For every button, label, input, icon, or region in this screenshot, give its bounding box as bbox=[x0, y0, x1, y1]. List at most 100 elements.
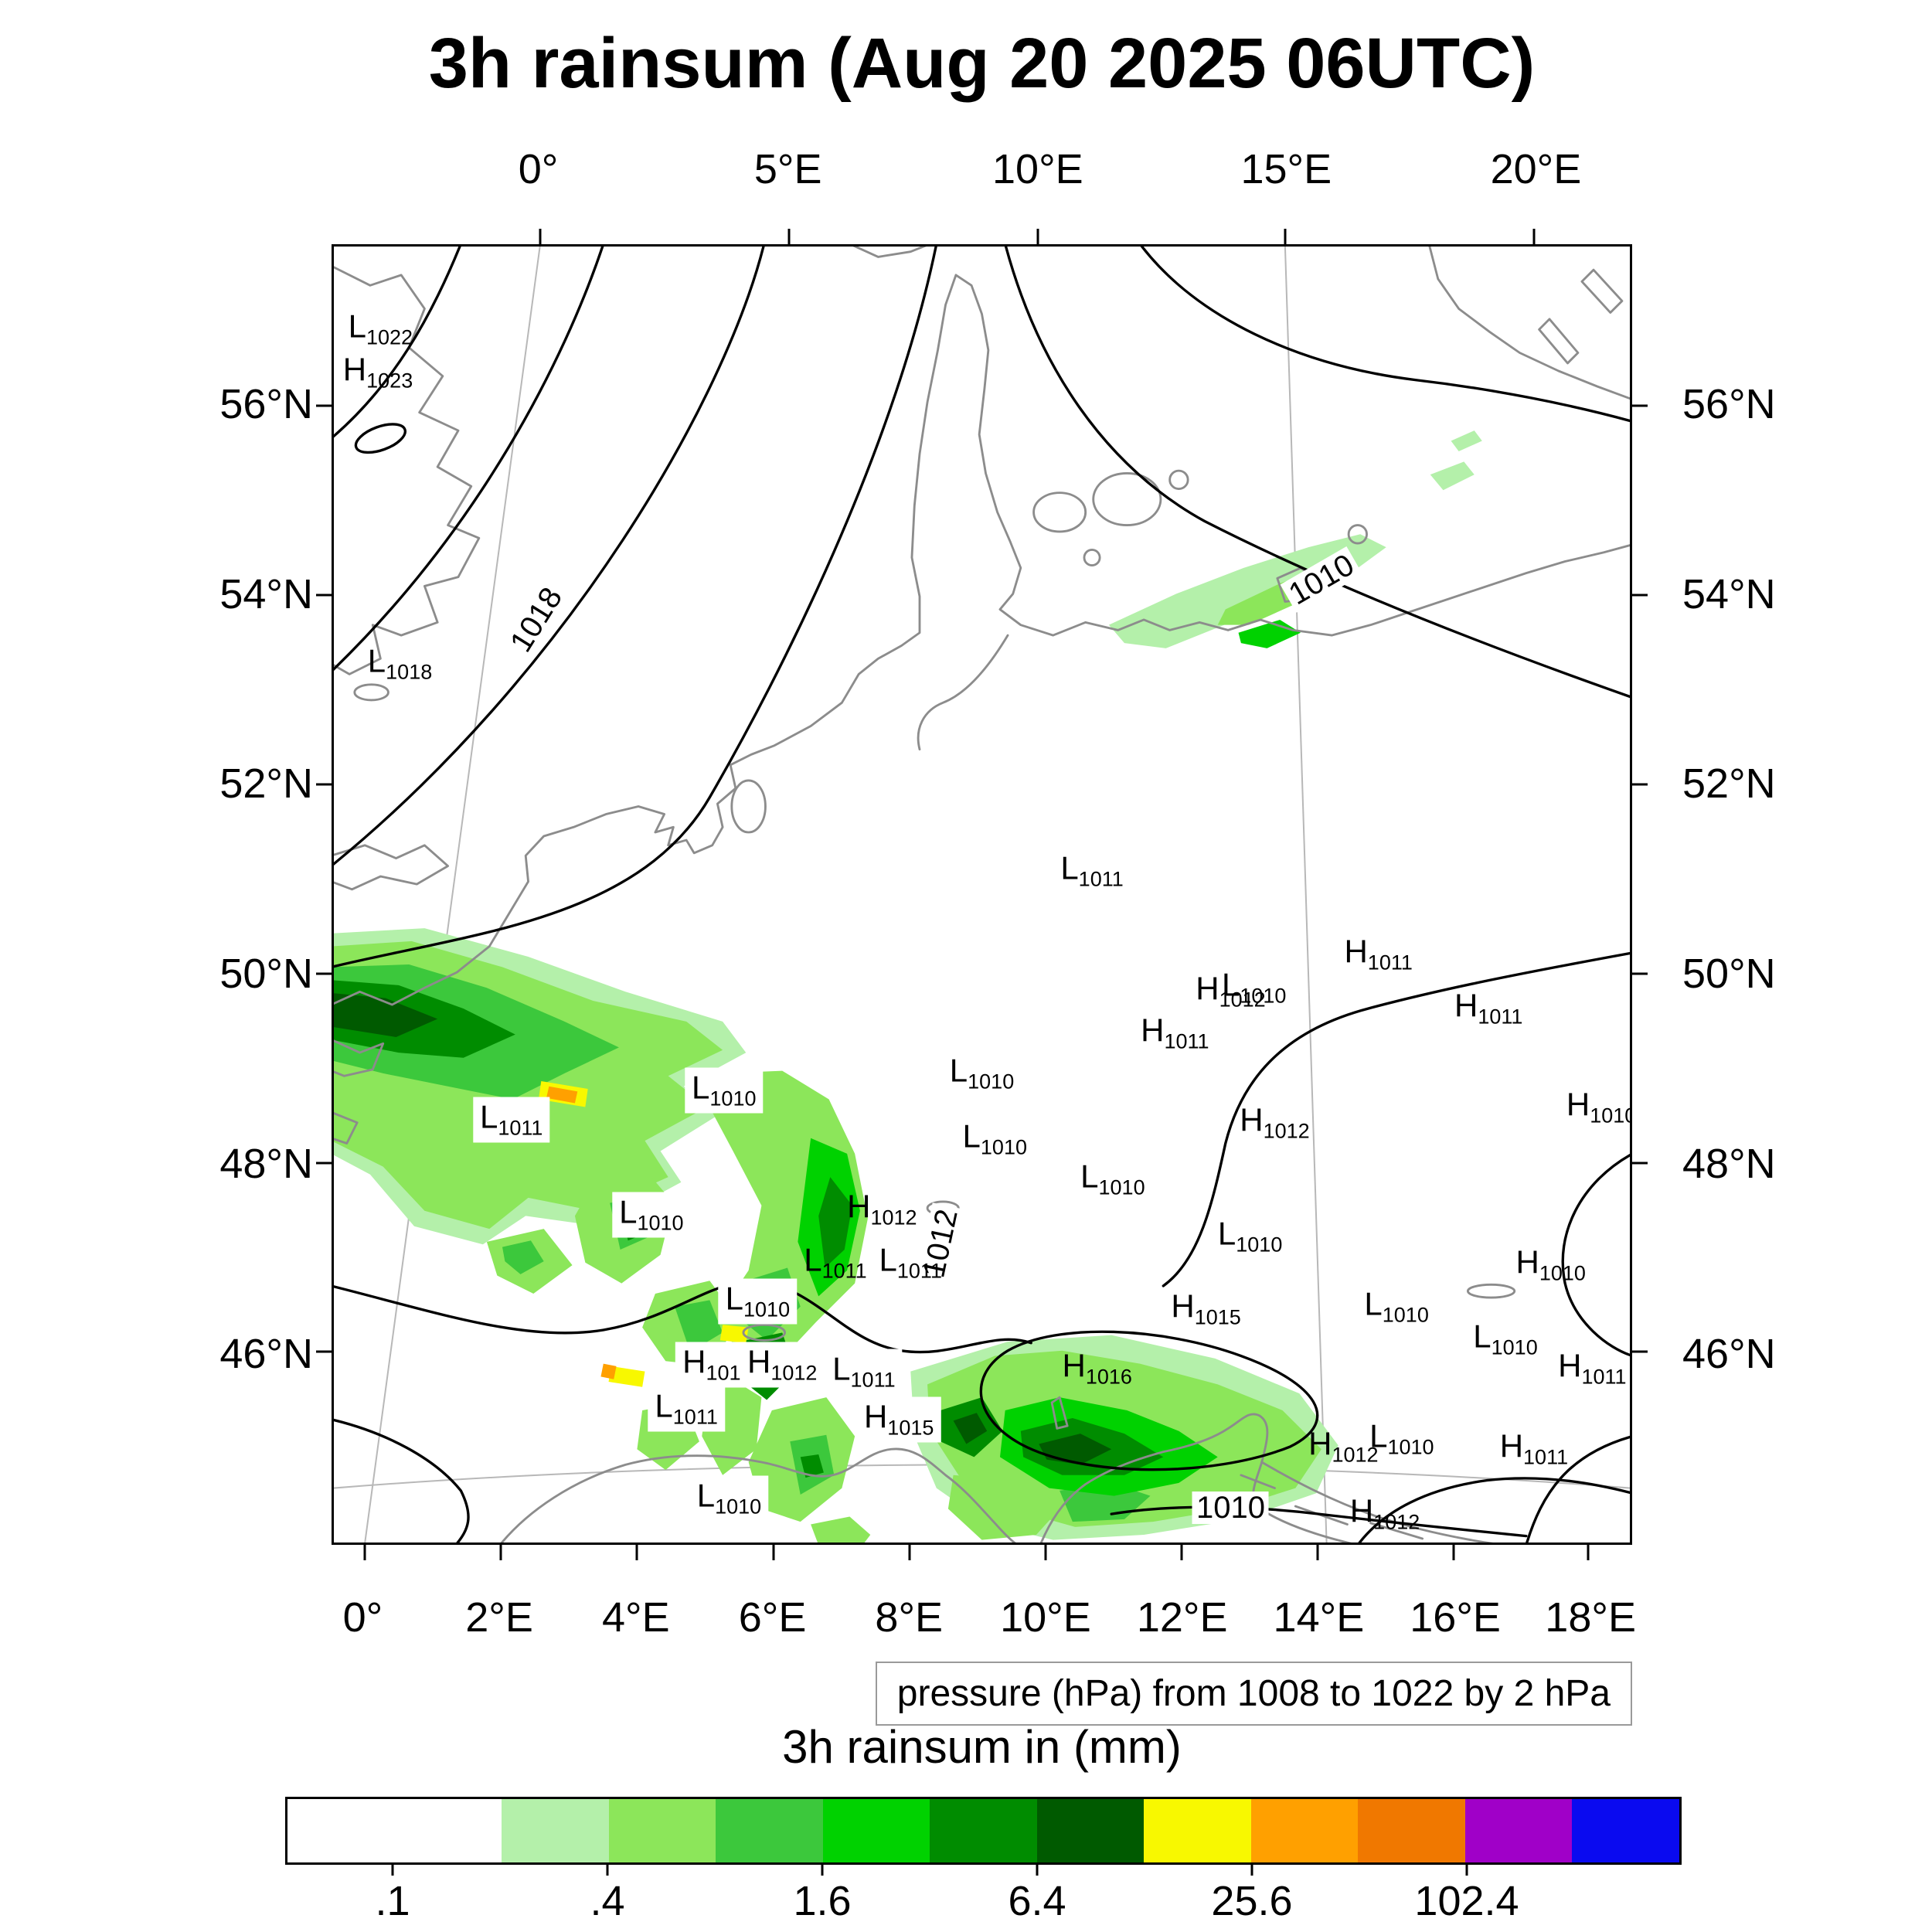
pressure-letter: H bbox=[1566, 1086, 1590, 1123]
axis-tick-bottom bbox=[1180, 1545, 1183, 1560]
pressure-contours bbox=[334, 247, 1630, 1543]
colorbar-tick bbox=[821, 1865, 824, 1876]
pressure-letter: H bbox=[1196, 970, 1219, 1007]
pressure-letter: H bbox=[1062, 1347, 1086, 1384]
pressure-letter: H bbox=[1240, 1101, 1264, 1138]
axis-tick-left bbox=[316, 1162, 332, 1165]
pressure-label: H1011 bbox=[1344, 935, 1412, 973]
pressure-letter: L bbox=[655, 1387, 673, 1424]
pressure-label: L1011 bbox=[648, 1386, 725, 1432]
axis-right-labels: 56°N 54°N 52°N 50°N 48°N 46°N bbox=[1682, 244, 1887, 1545]
colorbar-cell bbox=[394, 1799, 502, 1862]
axis-label-top: 10°E bbox=[992, 146, 1083, 192]
pressure-letter: L bbox=[949, 1052, 968, 1089]
pressure-value: 1022 bbox=[366, 325, 413, 349]
pressure-label: L1010 bbox=[612, 1192, 691, 1238]
pressure-letter: H bbox=[1558, 1347, 1582, 1384]
axis-tick-right bbox=[1632, 972, 1648, 975]
colorbar-tick bbox=[391, 1865, 394, 1876]
axis-label-left: 52°N bbox=[219, 760, 313, 808]
pressure-label: L1010 bbox=[685, 1067, 764, 1114]
pressure-label: L1022 bbox=[348, 308, 413, 349]
pressure-label: L1010 bbox=[1369, 1420, 1434, 1458]
pressure-value: 1015 bbox=[887, 1416, 934, 1440]
pressure-label: L1011 bbox=[473, 1097, 550, 1143]
pressure-value: 1010 bbox=[968, 1070, 1015, 1094]
axis-label-left: 46°N bbox=[219, 1330, 313, 1377]
axis-tick-right bbox=[1632, 1350, 1648, 1353]
graticule-lines bbox=[334, 247, 1630, 1543]
axis-tick-bottom bbox=[908, 1545, 911, 1560]
page-title: 3h rainsum (Aug 20 2025 06UTC) bbox=[428, 24, 1536, 103]
axis-tick-bottom bbox=[1316, 1545, 1319, 1560]
axis-label-right: 48°N bbox=[1682, 1140, 1776, 1187]
pressure-label: H1011 bbox=[1141, 1014, 1209, 1052]
pressure-label: L1010 bbox=[689, 1475, 769, 1522]
pressure-label: H1023 bbox=[343, 353, 413, 391]
pressure-letter: L bbox=[962, 1117, 981, 1155]
pressure-value: 1010 bbox=[1240, 984, 1287, 1008]
axis-label-bottom: 18°E bbox=[1545, 1594, 1636, 1641]
pressure-letter: H bbox=[1515, 1243, 1539, 1281]
axis-tick-left bbox=[316, 972, 332, 975]
colorbar-cell bbox=[1464, 1799, 1573, 1862]
axis-label-left: 54°N bbox=[219, 570, 313, 617]
axis-label-left: 50°N bbox=[219, 951, 313, 998]
pressure-value: 1010 bbox=[1098, 1175, 1145, 1199]
colorbar-tick bbox=[1250, 1865, 1253, 1876]
pressure-label: L1010 bbox=[1080, 1158, 1145, 1199]
pressure-label: L1010 bbox=[1473, 1320, 1537, 1358]
axis-tick-bottom bbox=[363, 1545, 366, 1560]
colorbar-cell bbox=[1358, 1799, 1465, 1862]
axis-label-bottom: 6°E bbox=[738, 1594, 807, 1641]
pressure-value: 1011 bbox=[821, 1259, 867, 1283]
pressure-letter: L bbox=[1364, 1285, 1383, 1322]
axis-tick-left bbox=[316, 594, 332, 597]
pressure-label: H1011 bbox=[1558, 1347, 1627, 1389]
axis-tick-top bbox=[539, 229, 542, 244]
pressure-value: 1023 bbox=[366, 369, 413, 393]
pressure-label: H1015 bbox=[1171, 1290, 1240, 1328]
pressure-value: 1012 bbox=[870, 1206, 917, 1230]
colorbar-tick bbox=[1465, 1865, 1468, 1876]
colorbar-cell bbox=[1144, 1799, 1251, 1862]
pressure-value: 1010 bbox=[1590, 1104, 1630, 1128]
pressure-value: 1011 bbox=[1164, 1029, 1209, 1053]
contour-label: 1010 bbox=[1192, 1491, 1269, 1524]
pressure-letter: L bbox=[1080, 1158, 1099, 1195]
colorbar-tick-label: 1.6 bbox=[793, 1878, 852, 1924]
pressure-letter: L bbox=[696, 1477, 716, 1514]
colorbar-cell bbox=[287, 1799, 395, 1862]
pressure-value: 1010 bbox=[743, 1298, 791, 1321]
pressure-value: 1011 bbox=[498, 1116, 543, 1140]
pressure-value: 1010 bbox=[1382, 1303, 1429, 1327]
pressure-value: 1011 bbox=[1078, 867, 1124, 891]
pressure-label: L1010 bbox=[1218, 1217, 1282, 1256]
pressure-letter: L bbox=[480, 1098, 498, 1135]
pressure-value: 1011 bbox=[1581, 1365, 1627, 1389]
axis-tick-right bbox=[1632, 594, 1648, 597]
axis-tick-bottom bbox=[499, 1545, 502, 1560]
colorbar-tick-label: .1 bbox=[375, 1878, 410, 1924]
pressure-letter: H bbox=[682, 1343, 706, 1380]
pressure-label: H1011 bbox=[1454, 989, 1522, 1028]
axis-tick-bottom bbox=[772, 1545, 774, 1560]
pressure-letter: L bbox=[348, 308, 366, 345]
pressure-letter: L bbox=[692, 1069, 710, 1106]
axis-bottom-labels: 0° 2°E 4°E 6°E 8°E 10°E 12°E 14°E 16°E 18°E bbox=[332, 1586, 1636, 1646]
pressure-letter: H bbox=[1499, 1427, 1524, 1464]
pressure-value: 1012 bbox=[1263, 1119, 1310, 1143]
pressure-letter: H bbox=[1349, 1492, 1374, 1529]
pressure-letter: L bbox=[1369, 1417, 1388, 1454]
coastlines bbox=[334, 247, 1630, 1543]
colorbar-tick-label: 6.4 bbox=[1008, 1878, 1066, 1924]
pressure-letter: L bbox=[804, 1241, 822, 1278]
colorbar-cell bbox=[822, 1799, 930, 1862]
pressure-label: H1010 bbox=[1566, 1088, 1630, 1126]
pressure-caption: pressure (hPa) from 1008 to 1022 by 2 hP… bbox=[875, 1662, 1632, 1726]
pressure-letter: H bbox=[1344, 933, 1368, 970]
axis-label-bottom: 10°E bbox=[1000, 1594, 1091, 1641]
axis-label-left: 48°N bbox=[219, 1140, 313, 1187]
pressure-letter: H bbox=[342, 351, 367, 388]
axis-tick-left bbox=[316, 404, 332, 407]
